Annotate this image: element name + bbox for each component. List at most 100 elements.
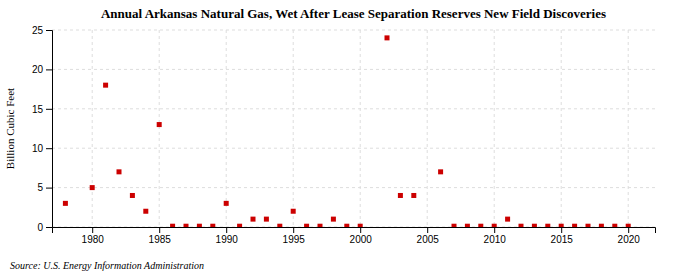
grid-line-y xyxy=(52,187,655,188)
grid-line-x xyxy=(360,30,361,227)
y-tick-mark xyxy=(46,109,52,110)
x-tick-label: 2020 xyxy=(618,234,641,245)
y-tick-label: 10 xyxy=(32,143,44,154)
grid xyxy=(52,30,655,227)
x-tick: 1985 xyxy=(149,227,172,245)
y-tick-label: 25 xyxy=(32,25,44,36)
point xyxy=(626,224,631,227)
point xyxy=(184,224,189,227)
point xyxy=(264,217,269,222)
point xyxy=(545,224,550,227)
point xyxy=(398,193,403,198)
grid-line-x xyxy=(494,30,495,227)
point xyxy=(478,224,483,227)
y-tick-mark xyxy=(46,188,52,189)
y-tick: 10 xyxy=(32,143,52,154)
point xyxy=(385,35,390,40)
x-tick-mark xyxy=(92,227,93,233)
grid-line-y xyxy=(52,69,655,70)
x-tick-mark xyxy=(159,227,160,233)
y-axis-line xyxy=(46,31,53,228)
x-tick-label: 1985 xyxy=(149,234,172,245)
point xyxy=(117,169,122,174)
y-tick: 5 xyxy=(37,182,52,193)
grid-line-x xyxy=(427,30,428,227)
y-tick: 20 xyxy=(32,64,52,75)
x-tick-label: 1995 xyxy=(283,234,306,245)
y-axis-label: Billion Cubic Feet xyxy=(4,88,16,169)
point xyxy=(304,224,309,227)
point xyxy=(559,224,564,227)
x-tick-mark xyxy=(293,227,294,233)
x-tick-label: 2010 xyxy=(484,234,507,245)
point xyxy=(291,209,296,214)
x-tick: 2005 xyxy=(417,227,440,245)
x-tick: 2020 xyxy=(618,227,641,245)
x-tick-label: 2015 xyxy=(551,234,574,245)
y-tick-mark xyxy=(46,30,52,31)
point xyxy=(318,224,323,227)
x-tick-mark xyxy=(561,227,562,233)
x-tick: 2000 xyxy=(350,227,373,245)
x-tick: 1980 xyxy=(82,227,105,245)
point xyxy=(277,224,282,227)
x-tick-label: 2000 xyxy=(350,234,373,245)
grid-line-x xyxy=(92,30,93,227)
grid-line-y xyxy=(52,148,655,149)
x-tick-label: 1990 xyxy=(216,234,239,245)
y-tick-mark xyxy=(46,69,52,70)
x-tick: 2010 xyxy=(484,227,507,245)
grid-line-x xyxy=(226,30,227,227)
point xyxy=(519,224,524,227)
points xyxy=(63,35,631,227)
point xyxy=(210,224,215,227)
point xyxy=(358,224,363,227)
point xyxy=(411,193,416,198)
x-tick-mark xyxy=(360,227,361,233)
x-tick: 1995 xyxy=(283,227,306,245)
y-tick: 15 xyxy=(32,104,52,115)
plot: 1980198519901995200020052010201520200510… xyxy=(32,25,656,245)
x-axis-line xyxy=(53,228,656,234)
point xyxy=(63,201,68,206)
point xyxy=(572,224,577,227)
y-tick-label: 15 xyxy=(32,104,44,115)
point xyxy=(586,224,591,227)
y-tick-mark xyxy=(46,227,52,228)
point xyxy=(492,224,497,227)
chart: 1980198519901995200020052010201520200510… xyxy=(0,0,675,275)
y-tick-mark xyxy=(46,148,52,149)
x-tick-mark xyxy=(226,227,227,233)
grid-line-x xyxy=(628,30,629,227)
point xyxy=(224,201,229,206)
y-tick-label: 5 xyxy=(37,182,43,193)
point xyxy=(251,217,256,222)
grid-line-x xyxy=(561,30,562,227)
x-tick-label: 1980 xyxy=(82,234,105,245)
point xyxy=(452,224,457,227)
point xyxy=(90,185,95,190)
point xyxy=(143,209,148,214)
y-axis: 0 5 10 15 20 25 xyxy=(32,25,53,233)
x-tick-label: 2005 xyxy=(417,234,440,245)
point xyxy=(170,224,175,227)
x-tick-mark xyxy=(628,227,629,233)
y-tick-label: 0 xyxy=(37,222,43,233)
source: Source: U.S. Energy Information Administ… xyxy=(10,260,204,271)
point xyxy=(532,224,537,227)
point xyxy=(505,217,510,222)
point xyxy=(465,224,470,227)
grid-line-y xyxy=(52,108,655,109)
x-axis: 1980 1985 1990 1995 2000 2005 2010 2015 2020 xyxy=(53,227,656,245)
x-tick: 1990 xyxy=(216,227,239,245)
grid-line-y xyxy=(52,30,655,31)
point xyxy=(331,217,336,222)
point xyxy=(237,224,242,227)
x-tick-mark xyxy=(494,227,495,233)
point xyxy=(157,122,162,127)
x-tick: 2015 xyxy=(551,227,574,245)
title: Annual Arkansas Natural Gas, Wet After L… xyxy=(101,6,606,21)
point xyxy=(197,224,202,227)
point xyxy=(344,224,349,227)
point xyxy=(599,224,604,227)
